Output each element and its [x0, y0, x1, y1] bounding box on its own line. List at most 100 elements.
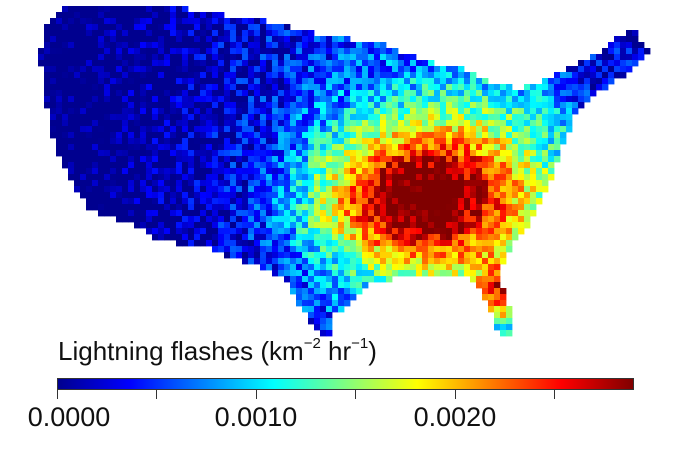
map-cell [470, 144, 477, 151]
map-cell [128, 150, 135, 157]
map-cell [68, 30, 75, 37]
map-cell [224, 84, 231, 91]
map-cell [518, 120, 525, 127]
map-cell [176, 78, 183, 85]
map-cell [164, 228, 171, 235]
map-cell [470, 96, 477, 103]
map-cell [476, 216, 483, 223]
map-cell [296, 78, 303, 85]
map-cell [278, 186, 285, 193]
map-cell [452, 180, 459, 187]
map-cell [242, 240, 249, 247]
map-cell [494, 288, 501, 295]
map-cell [404, 204, 411, 211]
map-cell [500, 222, 507, 229]
map-cell [230, 168, 237, 175]
map-cell [392, 60, 399, 67]
map-cell [500, 234, 507, 241]
map-cell [482, 282, 489, 289]
map-cell [308, 120, 315, 127]
map-cell [488, 210, 495, 217]
map-cell [458, 228, 465, 235]
map-cell [158, 204, 165, 211]
map-cell [122, 24, 129, 31]
map-cell [284, 114, 291, 121]
map-cell [206, 234, 213, 241]
map-cell [326, 114, 333, 121]
map-cell [416, 264, 423, 271]
map-cell [206, 192, 213, 199]
map-cell [368, 252, 375, 259]
map-cell [248, 60, 255, 67]
map-cell [362, 186, 369, 193]
map-cell [356, 252, 363, 259]
map-cell [368, 42, 375, 49]
map-cell [260, 36, 267, 43]
map-cell [248, 102, 255, 109]
map-cell [446, 114, 453, 121]
map-cell [122, 126, 129, 133]
map-cell [212, 30, 219, 37]
map-cell [140, 186, 147, 193]
map-cell [602, 60, 609, 67]
map-cell [74, 66, 81, 73]
map-cell [458, 66, 465, 73]
map-cell [182, 24, 189, 31]
map-cell [524, 102, 531, 109]
map-cell [152, 90, 159, 97]
map-cell [332, 306, 339, 313]
map-cell [170, 60, 177, 67]
map-cell [272, 96, 279, 103]
map-cell [254, 36, 261, 43]
map-cell [350, 60, 357, 67]
map-cell [134, 150, 141, 157]
map-cell [176, 210, 183, 217]
map-cell [272, 210, 279, 217]
map-cell [500, 300, 507, 307]
map-cell [218, 240, 225, 247]
map-cell [398, 120, 405, 127]
map-cell [254, 90, 261, 97]
map-cell [290, 246, 297, 253]
map-cell [122, 90, 129, 97]
map-cell [212, 12, 219, 19]
map-cell [488, 96, 495, 103]
map-cell [494, 150, 501, 157]
map-cell [518, 168, 525, 175]
map-cell [86, 72, 93, 79]
map-cell [542, 102, 549, 109]
map-cell [212, 240, 219, 247]
map-cell [260, 252, 267, 259]
map-cell [404, 168, 411, 175]
map-cell [134, 216, 141, 223]
map-cell [206, 90, 213, 97]
map-cell [302, 126, 309, 133]
map-cell [116, 180, 123, 187]
map-cell [458, 132, 465, 139]
map-cell [218, 42, 225, 49]
map-cell [68, 84, 75, 91]
map-cell [290, 42, 297, 49]
map-cell [188, 144, 195, 151]
map-cell [416, 90, 423, 97]
map-cell [326, 126, 333, 133]
map-cell [224, 156, 231, 163]
map-cell [254, 186, 261, 193]
map-cell [362, 216, 369, 223]
map-cell [68, 150, 75, 157]
map-cell [266, 78, 273, 85]
map-cell [494, 258, 501, 265]
map-cell [434, 234, 441, 241]
map-cell [86, 18, 93, 25]
map-cell [152, 168, 159, 175]
map-cell [488, 150, 495, 157]
map-cell [296, 162, 303, 169]
map-cell [278, 162, 285, 169]
map-cell [308, 276, 315, 283]
map-cell [314, 216, 321, 223]
map-cell [308, 258, 315, 265]
map-cell [278, 72, 285, 79]
map-cell [464, 126, 471, 133]
map-cell [200, 216, 207, 223]
map-cell [212, 246, 219, 253]
